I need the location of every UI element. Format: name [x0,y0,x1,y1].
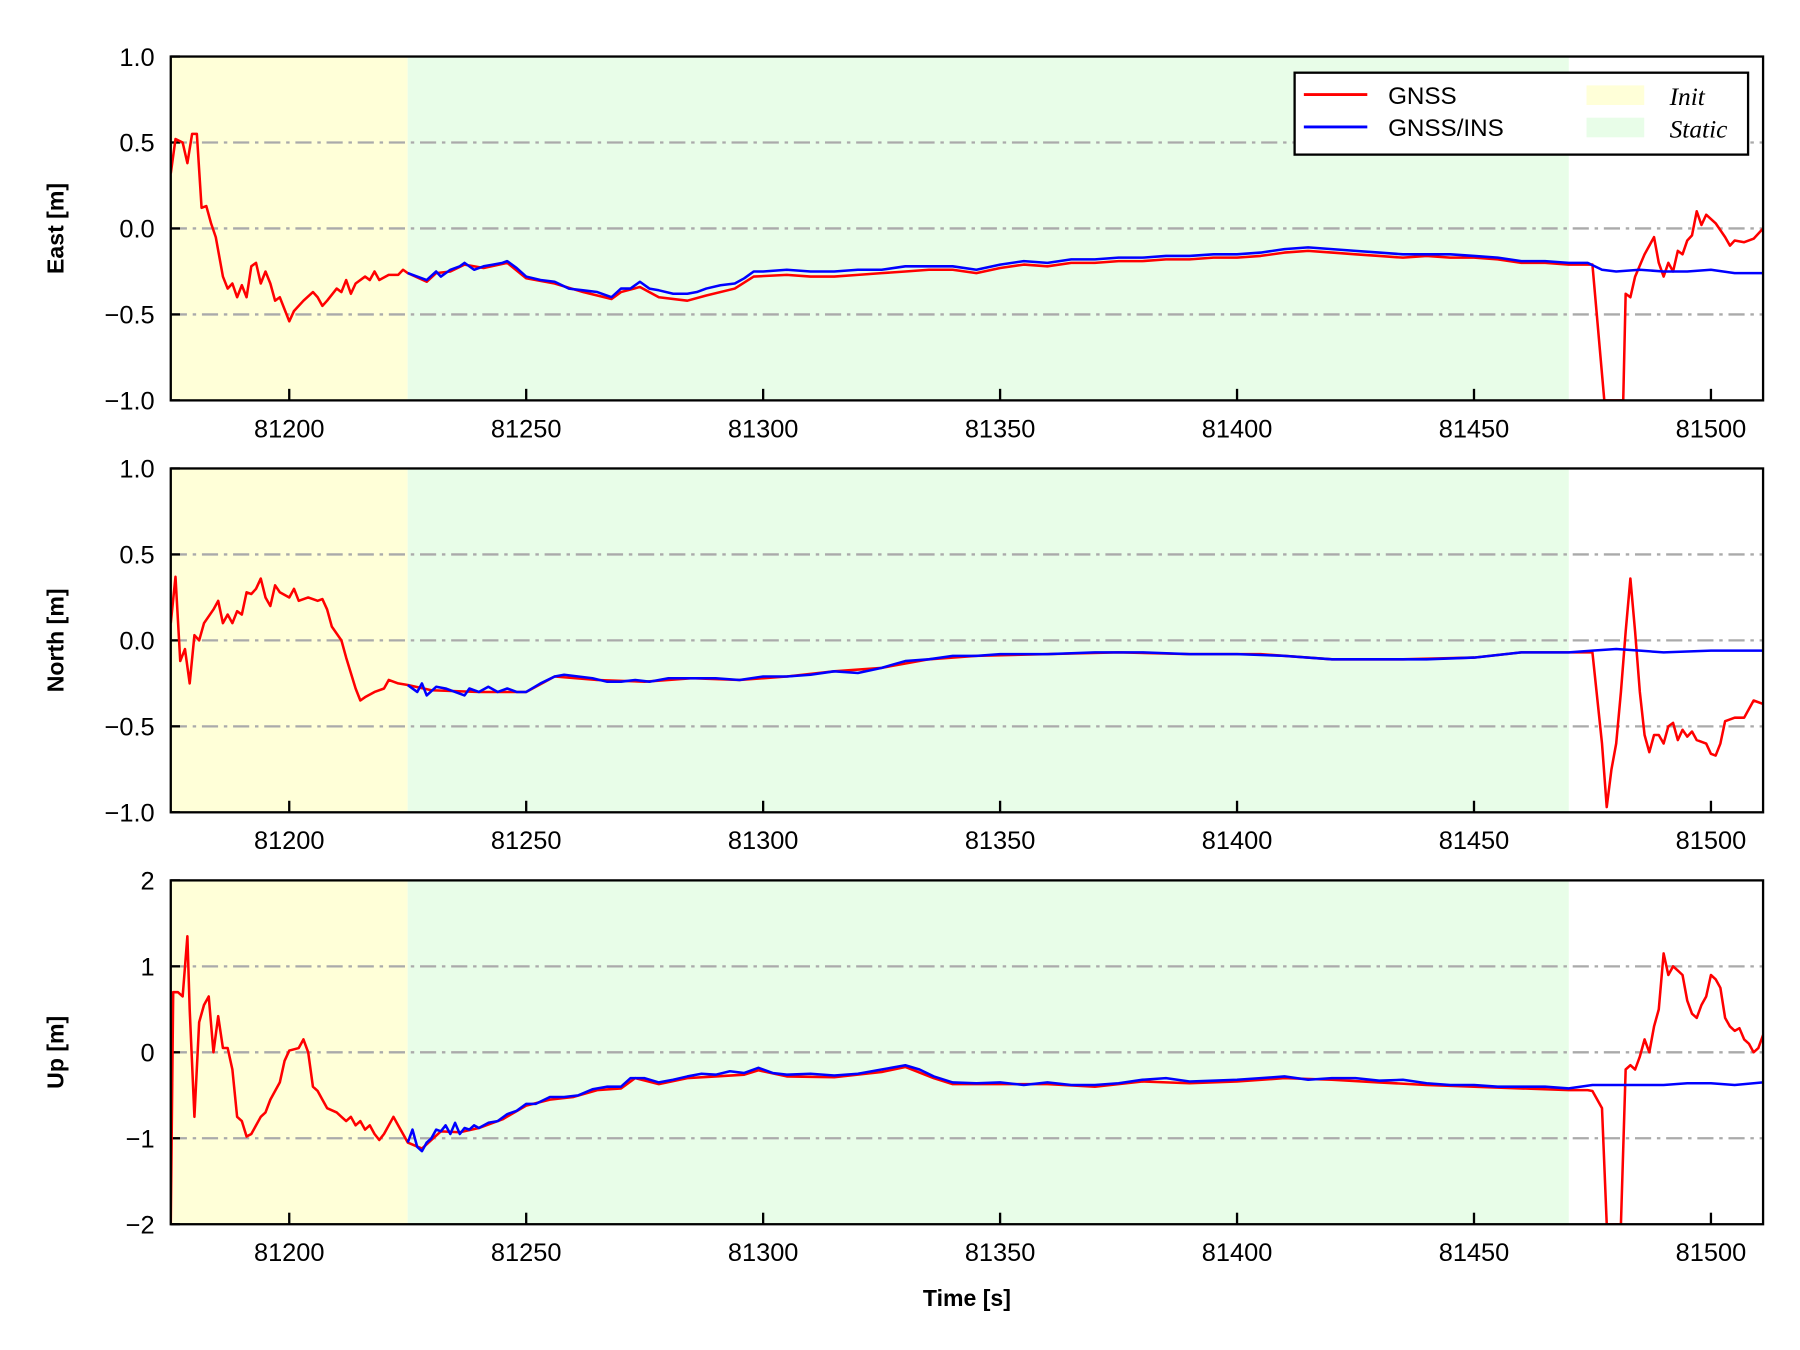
x-tick-label: 81350 [965,1239,1036,1267]
axes-frame [169,879,1765,1226]
x-tick-label: 81300 [728,827,799,855]
series-line-gnss-ins [407,246,1764,299]
y-tick-label: −1.0 [105,800,155,828]
x-tick-label: 81450 [1439,1239,1510,1267]
y-tick-label: 2 [140,868,154,896]
x-tick-label: 81200 [254,827,325,855]
x-tick-label: 81300 [728,415,799,443]
legend-box [1293,71,1750,156]
x-tick-label: 81200 [254,1239,325,1267]
x-tick-label: 81500 [1676,1239,1747,1267]
legend-label-static: Static [1670,115,1728,143]
legend-label-init: Init [1669,83,1706,111]
series-line-gnss-ins [406,1063,1764,1153]
x-tick-label: 81450 [1439,827,1510,855]
panel-up: −2 −1 0 1 2 81200 81250 81300 81350 81400 81450 815… [42,868,1765,1267]
y-tick-label: 0 [140,1040,154,1068]
x-tick-label: 81300 [728,1239,799,1267]
series-line-gnss [170,575,1764,809]
panel-north: −1.0 −0.5 0.0 0.5 1.0 81200 81250 81300 81350 814… [42,456,1765,855]
x-tick-label: 81400 [1202,827,1273,855]
y-tick-label: 1 [140,954,154,982]
x-tick-label: 81500 [1676,827,1747,855]
y-axis-label: Up [m] [42,1016,68,1089]
y-tick-label: 1.0 [119,456,154,484]
x-tick-label: 81350 [965,827,1036,855]
x-tick-label: 81250 [491,827,562,855]
y-tick-label: −0.5 [105,714,155,742]
y-tick-label: −2 [126,1211,155,1239]
y-axis-label: North [m] [42,589,68,693]
series-line-gnss [170,132,1764,401]
legend-swatch-static [1586,117,1645,138]
axes-frame [169,467,1765,814]
x-tick-label: 81200 [254,415,325,443]
y-tick-label: 0.5 [119,130,154,158]
y-tick-label: −1.0 [105,388,155,416]
series-line-gnss-ins [407,647,1764,697]
x-tick-label: 81500 [1676,415,1747,443]
legend: GNSS GNSS/INS Init Static [1293,71,1750,156]
legend-label-gnss-ins: GNSS/INS [1388,115,1504,142]
x-tick-label: 81250 [491,415,562,443]
y-tick-label: 0.5 [119,542,154,570]
y-tick-label: 1.0 [119,44,154,72]
x-tick-label: 81400 [1202,415,1273,443]
x-axis-label: Time [s] [923,1285,1011,1311]
legend-label-gnss: GNSS [1388,83,1457,110]
axes-frame [169,55,1765,402]
x-tick-label: 81450 [1439,415,1510,443]
x-tick-label: 81250 [491,1239,562,1267]
x-tick-label: 81400 [1202,1239,1273,1267]
y-axis-label: East [m] [42,183,68,274]
series-line-gnss [170,934,1764,1225]
y-tick-label: 0.0 [119,628,154,656]
y-tick-label: −1 [126,1126,155,1154]
legend-swatch-init [1586,85,1645,105]
y-tick-label: 0.0 [119,216,154,244]
y-tick-label: −0.5 [105,302,155,330]
x-tick-label: 81350 [965,415,1036,443]
